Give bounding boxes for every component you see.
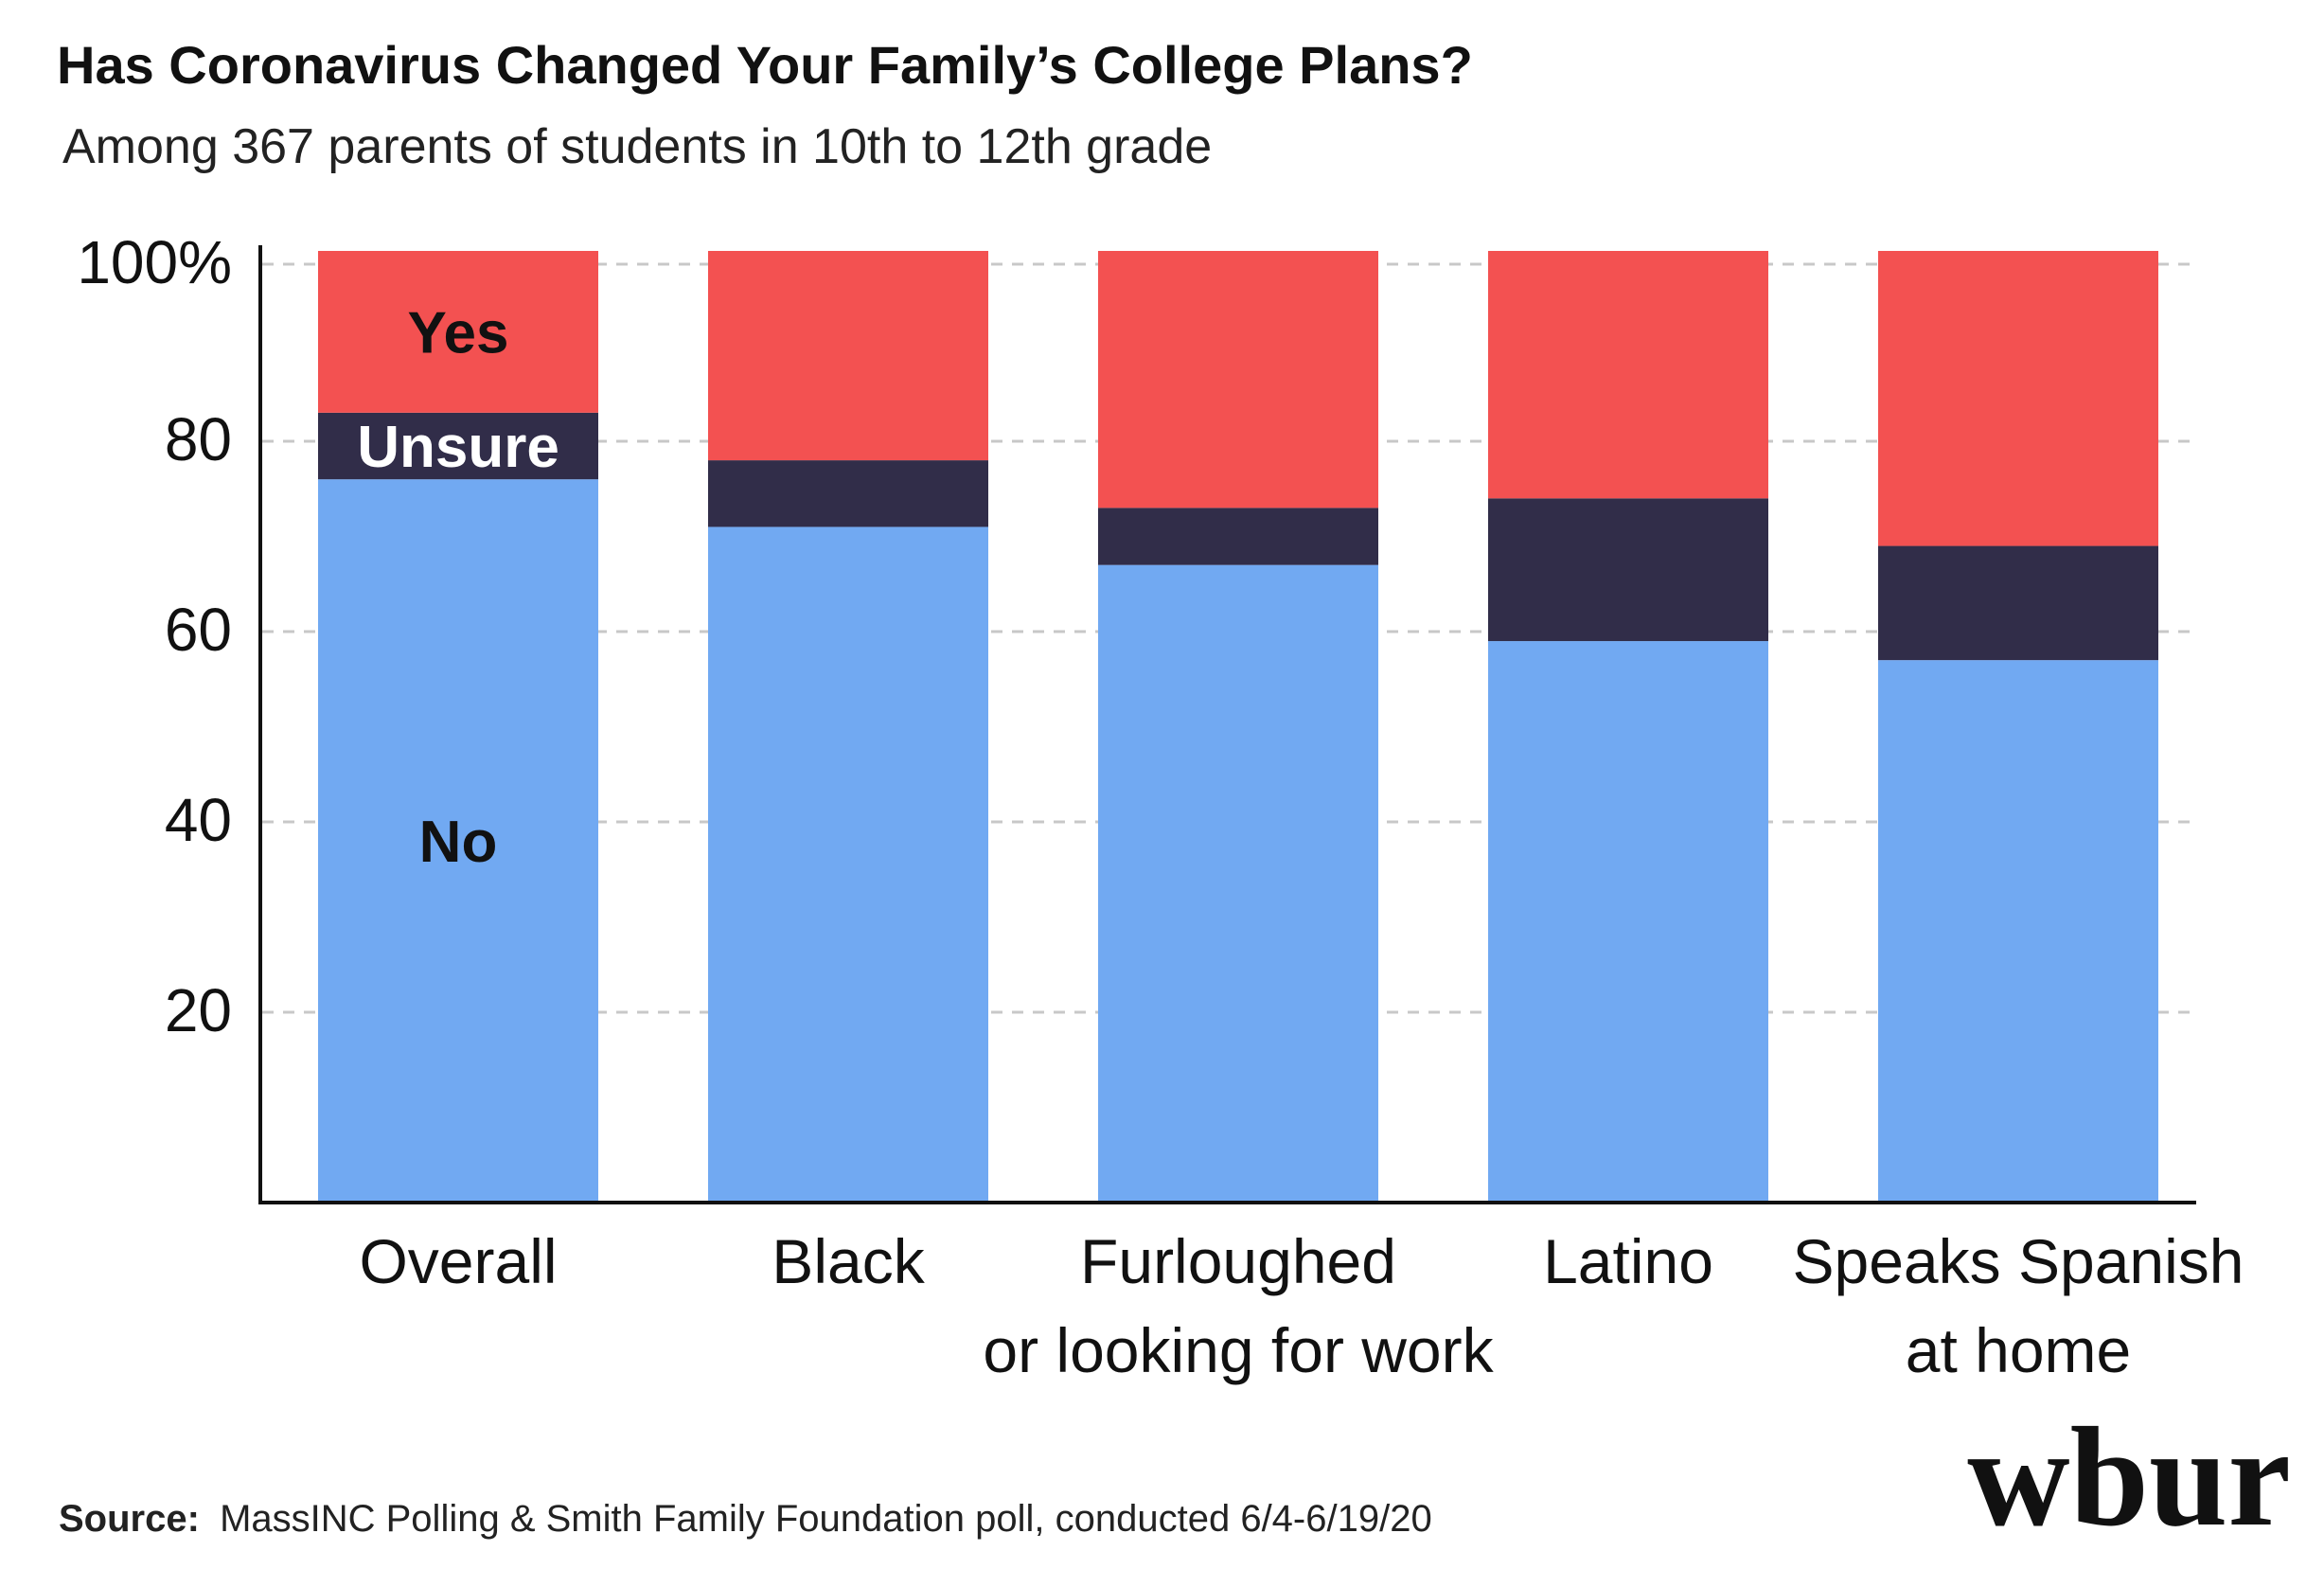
y-tick-label: 100%: [77, 228, 232, 296]
bar-segment-no: [318, 479, 598, 1203]
y-tick-label: 80: [165, 405, 232, 473]
series-label-unsure: Unsure: [357, 415, 559, 480]
bar-segment-no: [1878, 660, 2158, 1203]
bar-segment-yes: [1488, 251, 1768, 499]
x-tick-label: Latino: [1543, 1226, 1713, 1296]
series-label-yes: Yes: [408, 300, 509, 366]
bar-segment-unsure: [318, 412, 598, 480]
series-label-no: No: [419, 810, 498, 875]
y-tick-label: 60: [165, 596, 232, 664]
bar-segment-unsure: [708, 460, 988, 527]
wbur-logo: wbur: [1967, 1399, 2291, 1556]
series-labels: No Unsure Yes: [357, 300, 559, 875]
y-tick-label: 20: [165, 976, 232, 1044]
bar-segment-yes: [318, 251, 598, 413]
bar-segment-unsure: [1488, 498, 1768, 642]
source-label: Source:: [59, 1498, 200, 1540]
x-tick-label: Overall: [359, 1226, 557, 1296]
x-tick-label: Black: [772, 1226, 925, 1296]
source-text: MassINC Polling & Smith Family Foundatio…: [220, 1498, 1432, 1540]
bar-segment-no: [1098, 564, 1378, 1203]
chart-subtitle: Among 367 parents of students in 10th to…: [62, 119, 1212, 174]
x-tick-labels: Overall Black Furloughed or looking for wor…: [359, 1226, 2244, 1385]
chart-title: Has Coronavirus Changed Your Family’s Co…: [57, 35, 1473, 95]
bar-segment-yes: [1878, 251, 2158, 546]
bar-segment-no: [708, 526, 988, 1203]
y-tick-labels: 20 40 60 80 100%: [77, 228, 232, 1044]
source-note: Source: MassINC Polling & Smith Family F…: [59, 1498, 1432, 1540]
bar-segment-no: [1488, 641, 1768, 1203]
y-tick-label: 40: [165, 786, 232, 854]
x-tick-label: Furloughed or looking for work: [983, 1226, 1494, 1385]
bar-segment-yes: [1098, 251, 1378, 508]
axes: [258, 245, 2196, 1204]
bar-segment-yes: [708, 251, 988, 461]
bars: [318, 251, 2158, 1203]
bar-segment-unsure: [1098, 508, 1378, 565]
x-tick-label: Speaks Spanish at home: [1793, 1226, 2244, 1385]
bar-segment-unsure: [1878, 545, 2158, 661]
